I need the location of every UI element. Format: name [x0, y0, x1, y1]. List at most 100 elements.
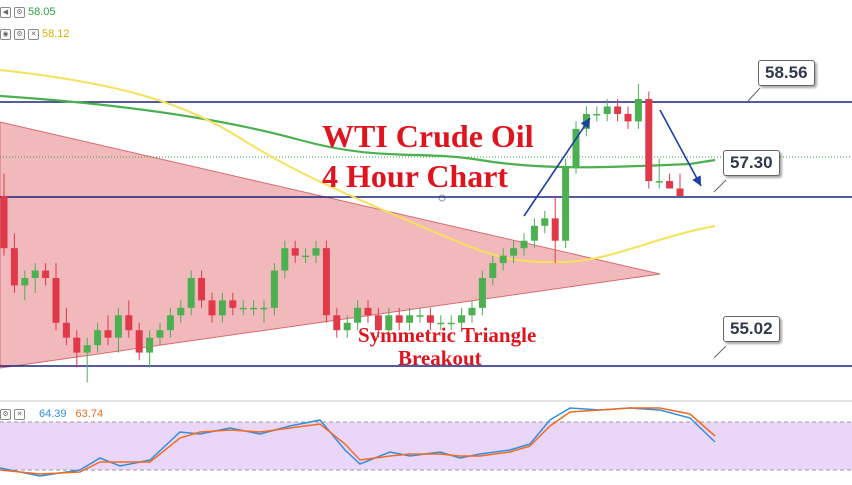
candle-body	[614, 106, 622, 114]
candle-body	[541, 218, 549, 226]
oscillator-panel	[0, 400, 852, 477]
resistance-callout-connector	[747, 87, 761, 102]
candle-body	[281, 248, 289, 271]
candle-body	[551, 218, 559, 241]
candle-body	[354, 307, 362, 323]
ma1-line	[0, 94, 716, 169]
candle-body	[406, 315, 414, 323]
moving-average-lines	[0, 69, 716, 264]
candle-body	[208, 300, 216, 316]
candle-body	[593, 113, 601, 116]
candle-body	[104, 330, 112, 338]
candle-body	[146, 337, 154, 353]
candle-body	[229, 300, 237, 308]
candle-body	[489, 263, 497, 278]
pattern-label-line2: Breakout	[398, 346, 482, 370]
candle-body	[0, 195, 8, 249]
candle-body	[260, 307, 268, 310]
candle-body	[187, 278, 195, 308]
ma2-legend: ◉ ⚙ ✕ 58.12	[0, 28, 70, 40]
current-callout-connector	[713, 179, 727, 193]
candle-body	[156, 330, 164, 338]
candle-body	[218, 300, 226, 316]
breakout-up-arrow	[523, 117, 591, 217]
candle-body	[499, 255, 507, 264]
collapse-icon[interactable]: ◀	[0, 6, 11, 18]
candle-body	[114, 315, 122, 338]
settings-icon[interactable]: ⚙	[14, 28, 25, 40]
oscillator-legend: ⚙ ✕ 64.39 63.74	[0, 408, 103, 420]
candle-body	[364, 307, 372, 316]
candle-body	[21, 278, 29, 286]
candle-body	[94, 330, 102, 346]
candle-body	[198, 278, 206, 301]
ma2-line	[0, 69, 716, 264]
candle-body	[312, 248, 320, 256]
candle-body	[83, 345, 91, 353]
candle-body	[572, 128, 580, 167]
triangle-polygon	[0, 121, 661, 369]
candle-body	[624, 113, 632, 122]
candle-body	[437, 322, 445, 325]
oscillator-k-value: 64.39	[39, 408, 67, 420]
candle-body	[31, 270, 39, 278]
candle-body	[478, 278, 486, 308]
trend-arrows	[523, 109, 702, 217]
ma1-value: 58.05	[28, 6, 56, 18]
pattern-label-line1: Symmetric Triangle	[358, 323, 537, 347]
support-price-label: 55.02	[723, 316, 780, 342]
candle-body	[135, 330, 143, 353]
candle-body	[333, 315, 341, 331]
close-icon[interactable]: ✕	[28, 28, 39, 40]
oscillator-d-line	[0, 407, 716, 475]
candle-body	[270, 270, 278, 308]
oscillator-d-value: 63.74	[75, 408, 104, 420]
candle-body	[302, 255, 310, 258]
settings-icon[interactable]: ⚙	[0, 408, 11, 420]
candle-body	[510, 248, 518, 256]
oscillator-band	[0, 422, 852, 470]
candle-body	[343, 322, 351, 331]
candlestick-series	[0, 84, 684, 383]
candle-body	[447, 322, 455, 325]
candle-body	[562, 166, 570, 241]
resistance-price-label: 58.56	[758, 60, 815, 86]
chart-title-line1: WTI Crude Oil	[322, 118, 534, 154]
candle-body	[62, 322, 70, 338]
candle-body	[73, 337, 81, 353]
candle-body	[177, 307, 185, 316]
candle-body	[385, 315, 393, 331]
ma2-value: 58.12	[42, 28, 70, 40]
candle-body	[10, 248, 18, 286]
close-icon[interactable]: ✕	[14, 408, 25, 420]
candle-body	[634, 99, 642, 122]
candle-body	[666, 181, 674, 189]
candle-body	[52, 278, 60, 323]
candle-body	[322, 248, 330, 316]
candle-body	[655, 181, 663, 183]
candle-body	[458, 315, 466, 323]
chart-title-line2: 4 Hour Chart	[322, 158, 509, 194]
candle-body	[416, 315, 424, 317]
candle-body	[291, 248, 299, 256]
support-callout-connector	[713, 345, 727, 359]
candle-body	[676, 188, 684, 196]
candle-body	[125, 315, 133, 331]
horizontal-level-lines	[0, 87, 852, 367]
ma1-legend: ◀ ⚙ 58.05	[0, 6, 56, 18]
candle-body	[530, 225, 538, 241]
current-price-label: 57.30	[723, 150, 780, 176]
candle-body	[645, 99, 653, 182]
candle-body	[395, 315, 403, 323]
candle-body	[520, 240, 528, 249]
candle-body	[250, 307, 258, 310]
pullback-down-arrow	[659, 109, 702, 187]
candle-body	[166, 315, 174, 331]
candle-body	[603, 106, 611, 114]
candle-body	[468, 307, 476, 316]
settings-icon[interactable]: ⚙	[14, 6, 25, 18]
triangle-anchor-point	[438, 194, 446, 202]
eye-icon[interactable]: ◉	[0, 28, 11, 40]
candle-body	[426, 315, 434, 323]
